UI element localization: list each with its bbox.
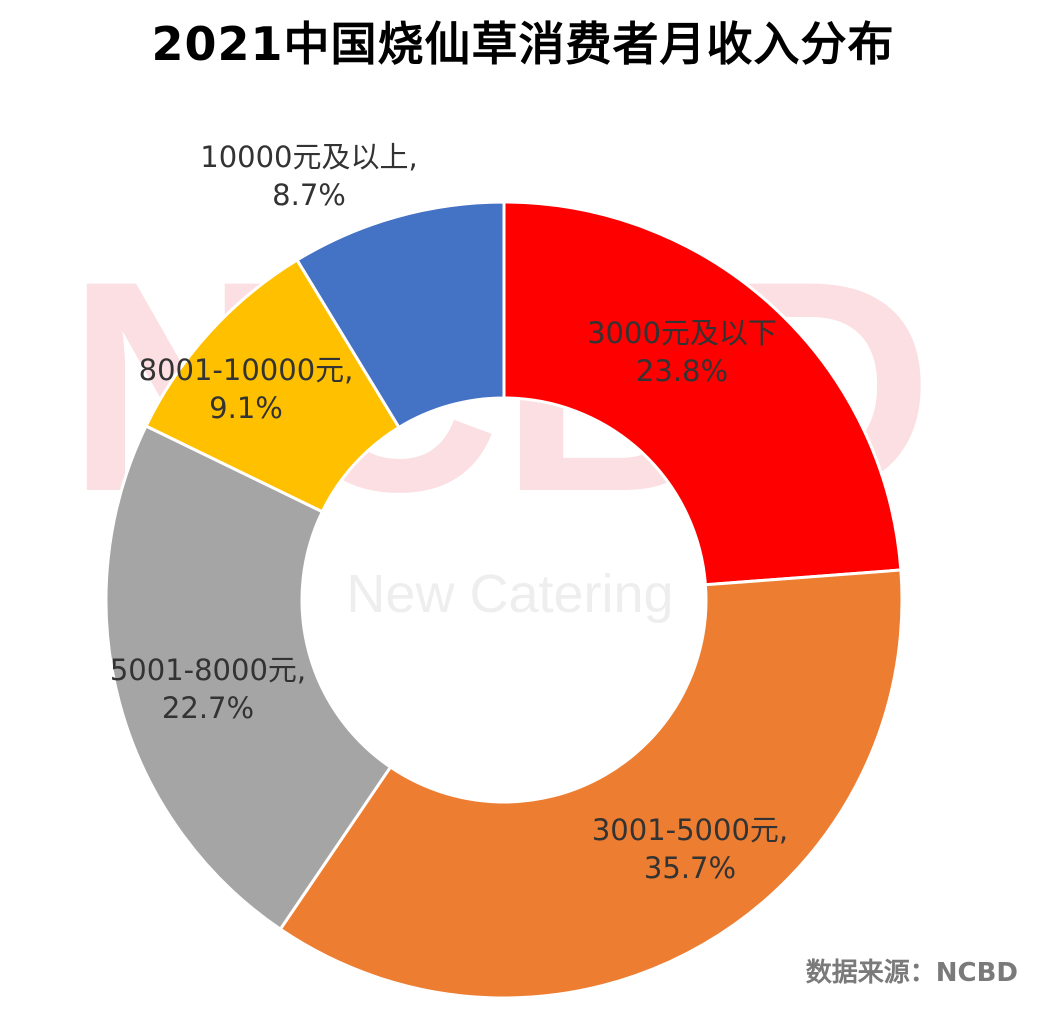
slice-group	[104, 200, 904, 1000]
slice-value-4: 9.1%	[209, 391, 283, 425]
slice-2	[278, 568, 904, 1000]
slice-label-5: 10000元及以上,	[200, 140, 417, 174]
label-group: 3000元及以下 23.8% 3001-5000元, 35.7% 5001-8000元,…	[110, 140, 788, 885]
slice-value-3: 22.7%	[162, 691, 254, 725]
slice-label-3: 5001-8000元,	[110, 653, 306, 687]
slice-1	[502, 200, 903, 587]
slice-value-5: 8.7%	[272, 178, 346, 212]
slice-label-4: 8001-10000元,	[139, 353, 354, 387]
slice-5	[295, 200, 506, 430]
slice-value-2: 35.7%	[644, 851, 736, 885]
chart-title: 2021中国烧仙草消费者月收入分布	[151, 17, 895, 71]
slice-label-1: 3000元及以下	[587, 316, 777, 350]
slice-label-2: 3001-5000元,	[592, 813, 788, 847]
source-note: 数据来源：NCBD	[805, 958, 1018, 988]
slice-value-1: 23.8%	[636, 354, 728, 388]
slice-3	[104, 424, 393, 932]
watermark-text: New Catering	[346, 564, 673, 624]
